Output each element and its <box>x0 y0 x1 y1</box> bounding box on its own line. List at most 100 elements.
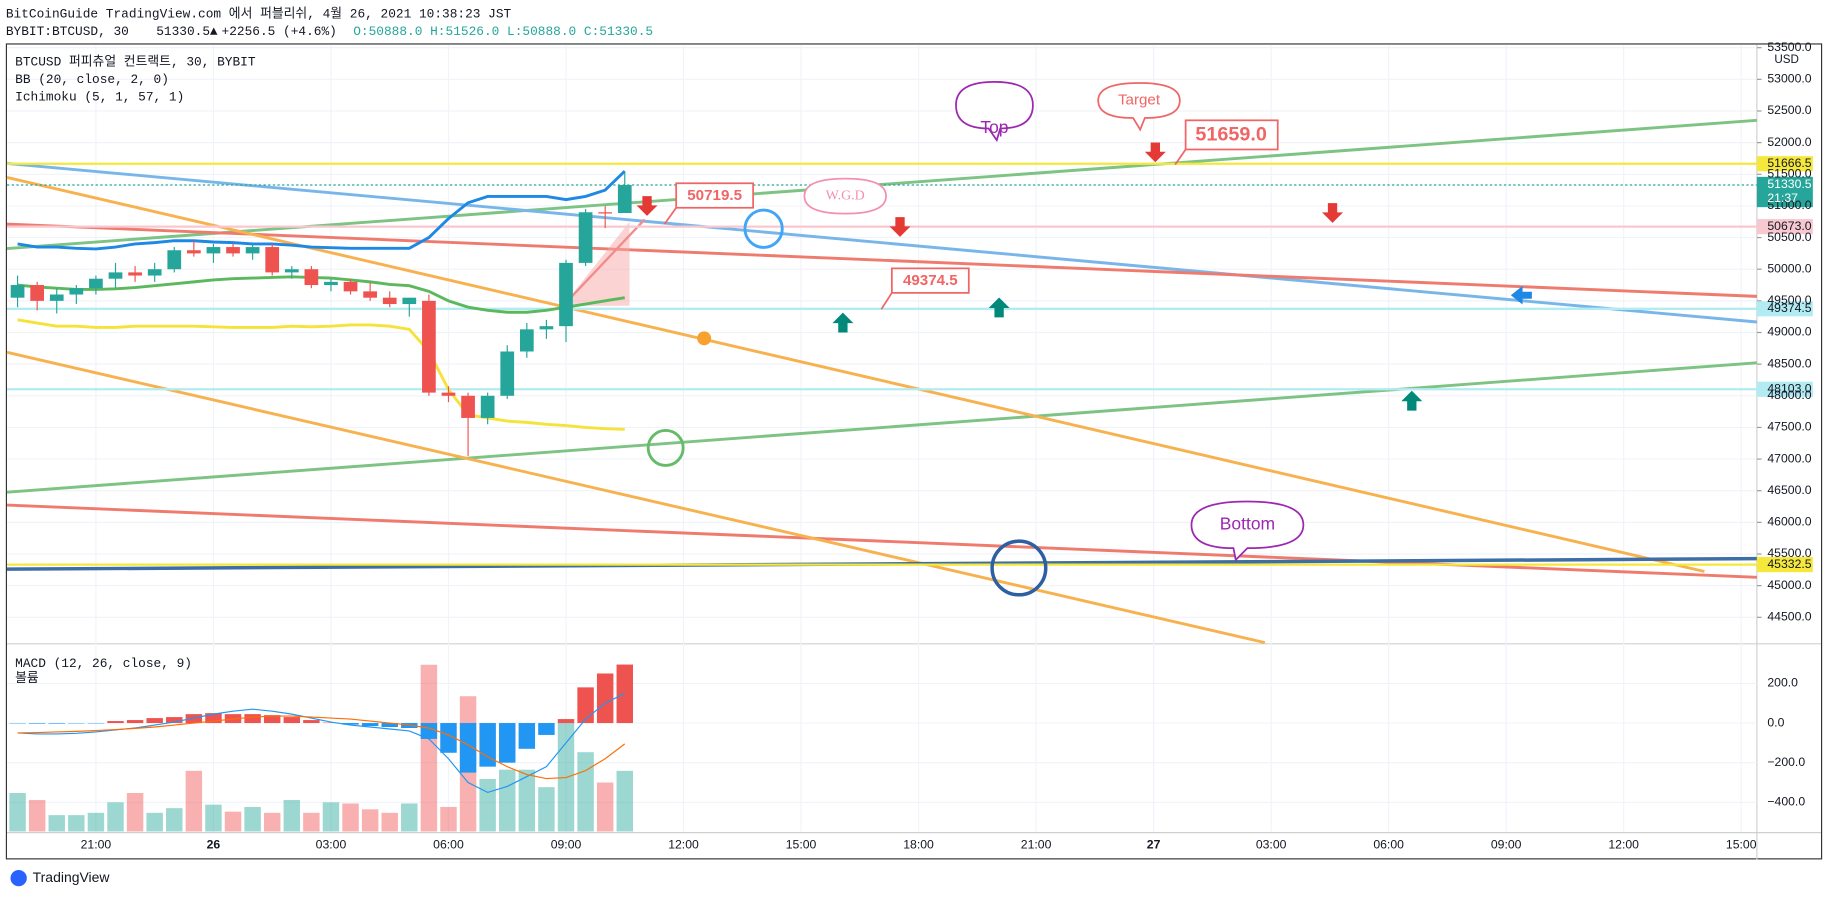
price-note-pointer <box>880 292 893 310</box>
candle-body <box>598 212 613 214</box>
level-tag <box>1756 381 1813 397</box>
candle-body <box>128 272 142 276</box>
legend-bb: BB (20, close, 2, 0) <box>15 72 169 87</box>
level-label: 51666.5 <box>1767 156 1811 170</box>
volume-bar <box>224 811 242 832</box>
x-tick-label: 21:00 <box>81 838 112 852</box>
annotation: Target <box>1118 92 1161 109</box>
change-arrow: ▲ <box>210 24 218 39</box>
volume-bar <box>48 815 65 832</box>
candle-body <box>186 250 201 254</box>
left-arrow <box>1510 285 1532 305</box>
candle-body <box>422 300 436 393</box>
y-tick-label: 45500.0 <box>1767 546 1811 560</box>
x-tick-label: 09:00 <box>551 838 582 852</box>
callout <box>1097 82 1181 132</box>
volume-bar <box>596 782 614 832</box>
y-tick-label: 52500.0 <box>1767 103 1811 117</box>
level-tag <box>1756 176 1813 208</box>
y-tick-label: 53500.0 <box>1767 40 1811 54</box>
down-arrows <box>636 142 1344 237</box>
x-tick-label: 15:00 <box>1726 838 1757 852</box>
candle-body <box>206 247 221 254</box>
ohlc: O:50888.0 H:51526.0 L:50888.0 C:51330.5 <box>353 24 653 39</box>
x-tick-label: 06:00 <box>433 838 464 852</box>
x-tick-label: 12:00 <box>668 838 699 852</box>
price-note-pointer <box>663 207 677 225</box>
indicator-line <box>17 170 626 251</box>
currency: USD <box>1774 53 1799 66</box>
y-tick-label: 48500.0 <box>1767 356 1811 370</box>
volume-bar <box>166 808 183 832</box>
volume-bar <box>185 770 203 832</box>
trendline <box>6 350 1266 645</box>
price-note <box>890 267 970 294</box>
candle-body <box>30 285 45 301</box>
volume-bar <box>538 787 555 832</box>
candle-body <box>441 392 456 396</box>
candle-body <box>559 262 573 327</box>
candle-body <box>324 281 338 286</box>
macd-bar <box>263 715 281 724</box>
trendline <box>6 162 1758 324</box>
macd-bar <box>28 723 46 724</box>
macd-bar <box>557 719 575 724</box>
macd-bar <box>48 723 65 724</box>
y-tick-label: 47500.0 <box>1767 420 1811 434</box>
trendlines <box>6 118 1758 645</box>
level-countdown: 21:37 <box>1767 191 1798 205</box>
level-tag <box>1756 219 1813 235</box>
x-tick-label: 12:00 <box>1608 838 1639 852</box>
y-tick-label: 51000.0 <box>1767 198 1811 212</box>
legend-volume: 볼륨 <box>15 671 39 686</box>
candle-body <box>500 351 515 396</box>
macd-bar <box>126 720 144 724</box>
macd-bar <box>283 717 301 724</box>
candle-body <box>402 297 417 305</box>
level-tag <box>1756 156 1813 172</box>
candle-body <box>265 247 280 273</box>
level-label: 49374.5 <box>1767 301 1811 315</box>
x-tick-label: 18:00 <box>903 838 934 852</box>
price-note-pointer <box>1174 148 1187 166</box>
level-label: 48103.0 <box>1767 382 1811 396</box>
volume-bar <box>205 804 222 832</box>
price-note-text: 49374.5 <box>903 272 958 289</box>
volume-bar <box>401 803 418 832</box>
price-note-text: 51659.0 <box>1195 124 1267 146</box>
candle-body <box>480 395 495 418</box>
grid <box>6 44 1762 832</box>
y-tick-label: 44500.0 <box>1767 610 1811 624</box>
projection-arrow <box>562 218 646 307</box>
macd-bar <box>577 687 594 724</box>
emoji <box>990 539 1048 597</box>
candle-body <box>147 269 162 276</box>
price-note <box>1184 119 1279 151</box>
level-tag <box>1756 301 1813 317</box>
y-tick-label: 52000.0 <box>1767 135 1811 149</box>
macd-bar <box>361 723 379 727</box>
macd-bar <box>166 717 183 724</box>
volume-bar <box>244 806 261 832</box>
x-tick-label: 03:00 <box>1256 838 1287 852</box>
frame <box>5 43 1823 860</box>
trendline <box>6 176 1705 573</box>
macd-bar <box>342 723 359 725</box>
candle-body <box>617 185 632 214</box>
annotation: Bottom <box>1220 513 1275 533</box>
candle-body <box>49 294 64 301</box>
y-tick-label: 50500.0 <box>1767 230 1811 244</box>
volume-bar <box>303 812 320 832</box>
price-note-text: 50719.5 <box>687 187 742 204</box>
y-tick-label: 0.0 <box>1767 715 1784 729</box>
macd-bar <box>440 723 457 753</box>
macd-bar <box>107 721 124 724</box>
emoji <box>646 428 685 467</box>
y-tick-label: −200.0 <box>1767 755 1805 769</box>
y-tick-label: −400.0 <box>1767 795 1805 809</box>
symbol: BYBIT:BTCUSD, 30 <box>6 24 129 39</box>
brand-logo <box>10 869 27 887</box>
volume-bar <box>577 752 594 832</box>
